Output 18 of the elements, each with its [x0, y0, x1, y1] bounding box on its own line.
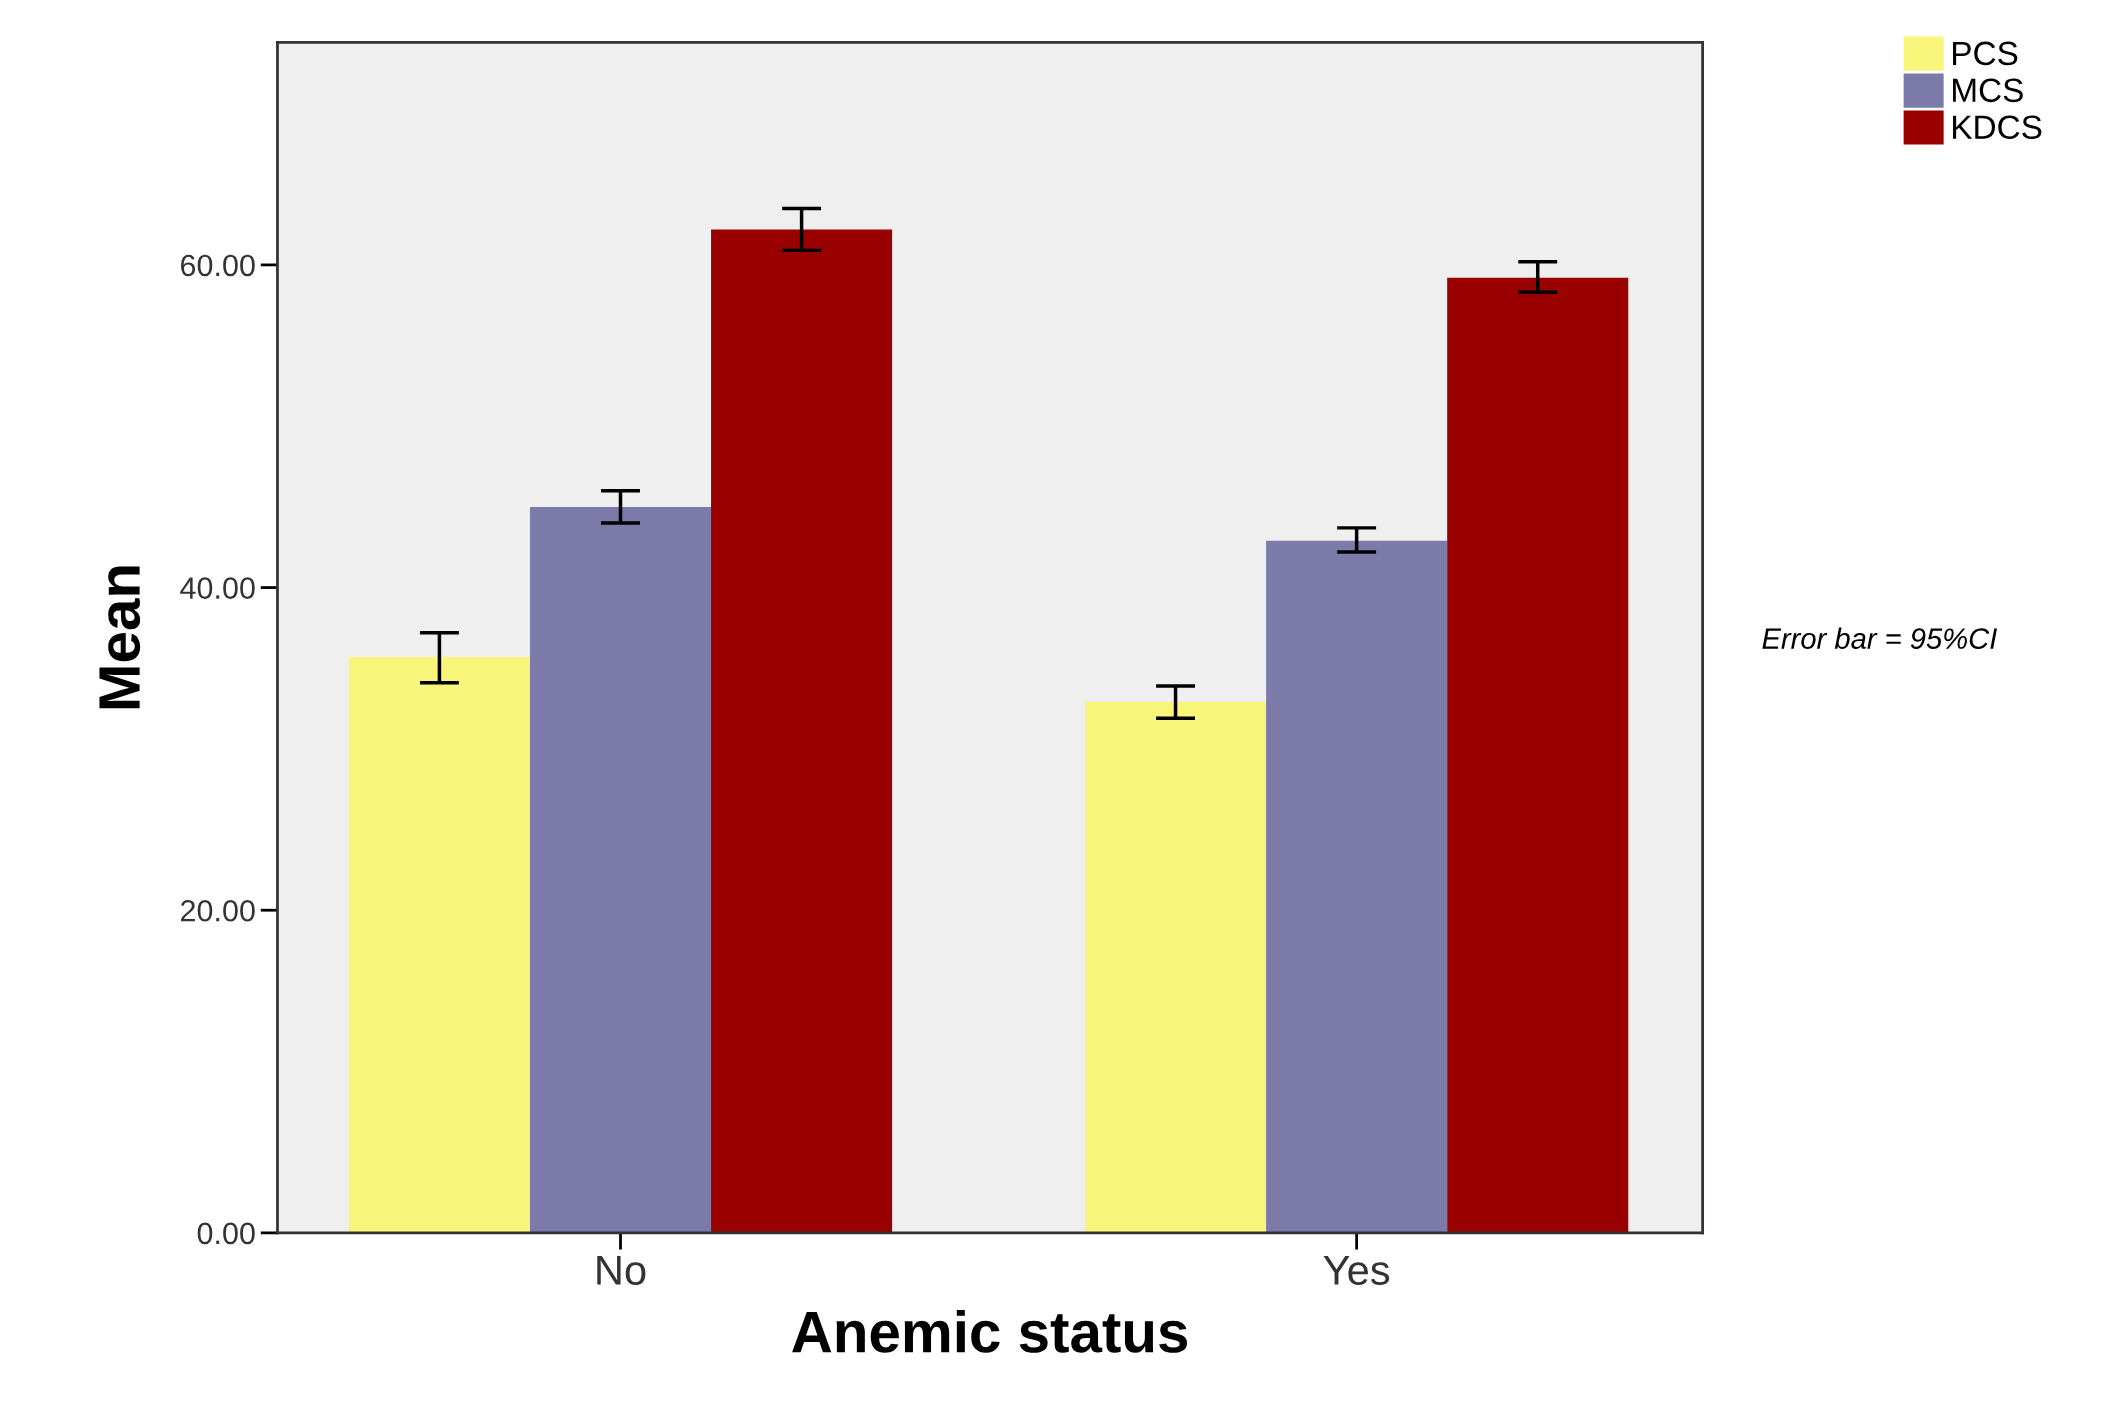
y-tick-label: 60.00	[181, 254, 255, 277]
x-tick-label: No	[597, 1255, 646, 1286]
bar	[711, 229, 893, 1233]
y-axis-title: Mean	[99, 566, 141, 709]
y-tick-label: 0.00	[197, 1222, 255, 1245]
legend-label: MCS	[1953, 78, 2023, 103]
x-tick-label: Yes	[1323, 1255, 1390, 1286]
x-axis-title: Anemic status	[792, 1309, 1188, 1353]
bar	[348, 656, 530, 1233]
bar	[1266, 540, 1448, 1233]
legend-label: PCS	[1953, 41, 2018, 66]
text: Error bar = 95%CI	[1762, 627, 1997, 649]
bar	[1085, 702, 1267, 1233]
bar	[529, 506, 712, 1233]
y-tick-label: 20.00	[181, 899, 255, 922]
legend-label: KDCS	[1953, 115, 2042, 140]
bar	[1447, 277, 1629, 1233]
y-tick-label: 40.00	[180, 577, 255, 599]
